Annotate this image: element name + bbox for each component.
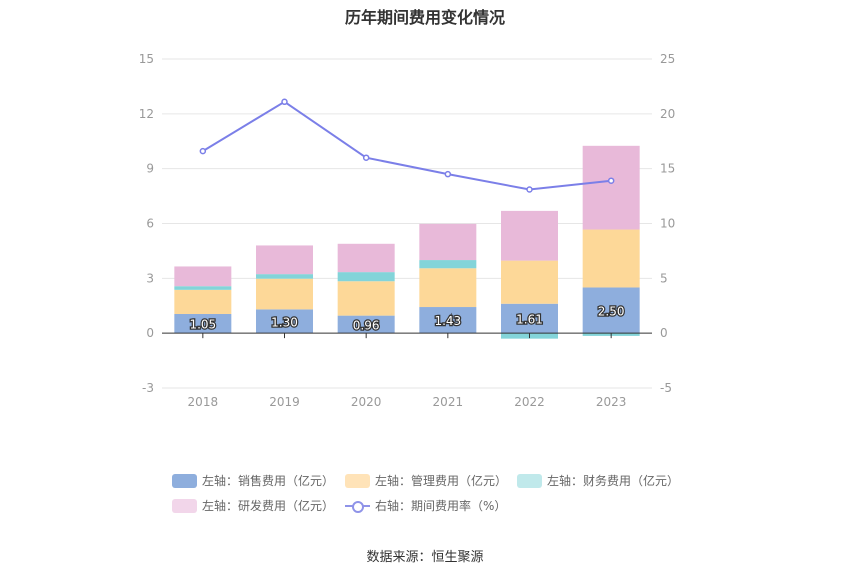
chart-plot: -3 0 3 6 9 12 15 -5 0 5 10 15 20 25 2018 1.05 2019 1.30 20… [139, 52, 676, 409]
left-axis-tick-label: 3 [146, 271, 154, 285]
bar-segment [419, 223, 477, 261]
legend-item-rnd[interactable]: 左轴：研发费用（亿元） [172, 497, 334, 514]
x-axis-tick-label: 2020 [351, 395, 382, 409]
legend-label-rnd: 左轴：研发费用（亿元） [202, 499, 335, 513]
x-axis-tick-label: 2023 [596, 395, 627, 409]
expense-ratio-point [281, 98, 288, 106]
x-axis-tick-label: 2022 [514, 395, 545, 409]
left-axis-tick-label: 12 [139, 107, 154, 121]
bar-segment [419, 268, 477, 308]
x-axis-tick-label: 2021 [433, 395, 464, 409]
bar-segment [174, 289, 232, 314]
right-axis-tick-label: 5 [660, 271, 668, 285]
bar-segment [174, 266, 232, 287]
bar-segment [501, 260, 558, 304]
bar-segment [337, 272, 395, 282]
legend-swatch-sales [172, 473, 197, 488]
legend-item-sales[interactable]: 左轴：销售费用（亿元） [172, 472, 334, 489]
expense-ratio-line [202, 100, 612, 191]
legend-item-admin[interactable]: 左轴：管理费用（亿元） [345, 472, 507, 489]
bar-segment [501, 210, 558, 261]
expense-ratio-point [199, 147, 207, 155]
right-axis-tick-label: 20 [660, 107, 675, 121]
left-axis-tick-label: 0 [146, 326, 154, 340]
legend-item-finance[interactable]: 左轴：财务费用（亿元） [517, 472, 679, 489]
bar-segment [582, 229, 640, 288]
legend-label-sales: 左轴：销售费用（亿元） [202, 474, 335, 488]
x-axis-tick-label: 2019 [269, 395, 300, 409]
right-axis-tick-label: 0 [660, 326, 668, 340]
bar-data-label: 1.05 [189, 318, 216, 332]
legend-label-admin: 左轴：管理费用（亿元） [375, 474, 508, 488]
chart-title: 历年期间费用变化情况 [344, 8, 505, 27]
bar-data-label: 0.96 [353, 318, 380, 332]
bar-segment [582, 145, 640, 230]
right-axis-tick-label: -5 [660, 381, 672, 395]
bar-segment [256, 309, 313, 334]
bar-segment [256, 278, 313, 310]
bar-data-label: 1.61 [516, 312, 543, 326]
legend-label-expense-ratio: 右轴：期间费用率（%） [375, 499, 507, 513]
bar-segment [501, 303, 558, 334]
legend-label-finance: 左轴：财务费用（亿元） [547, 474, 680, 488]
expense-ratio-point [526, 186, 533, 193]
bar-segment [256, 245, 313, 275]
right-axis-tick-label: 25 [660, 52, 675, 66]
legend-swatch-rnd [172, 498, 197, 513]
bar-data-label: 1.43 [434, 314, 461, 328]
bar-segment [419, 307, 477, 334]
x-axis-tick-label: 2018 [188, 395, 219, 409]
data-source: 数据来源：恒生聚源 [366, 550, 484, 565]
legend-swatch-expense-ratio [345, 499, 370, 513]
bar-segment [337, 315, 395, 334]
bar-segment [337, 243, 395, 273]
legend-swatch-admin [345, 473, 370, 488]
bar-segment [174, 286, 232, 290]
legend-item-expense-ratio[interactable]: 右轴：期间费用率（%） [345, 497, 506, 514]
expense-ratio-point [607, 177, 615, 184]
expense-ratio-point [362, 154, 370, 161]
bar-segment [582, 287, 640, 334]
left-axis-tick-label: -3 [142, 381, 154, 395]
bar-segment [337, 281, 395, 316]
bar-data-label: 2.50 [598, 304, 625, 318]
legend-swatch-finance [517, 473, 542, 488]
right-axis-tick-label: 10 [660, 217, 675, 231]
expense-ratio-point [444, 170, 452, 178]
left-axis-tick-label: 15 [139, 52, 154, 66]
bar-data-label: 1.30 [271, 315, 298, 329]
left-axis-tick-label: 9 [146, 162, 154, 176]
left-axis-tick-label: 6 [146, 217, 154, 231]
bar-segment [256, 274, 313, 279]
bar-segment [174, 313, 232, 334]
bar-segment [419, 260, 477, 269]
right-axis-tick-label: 15 [660, 162, 675, 176]
